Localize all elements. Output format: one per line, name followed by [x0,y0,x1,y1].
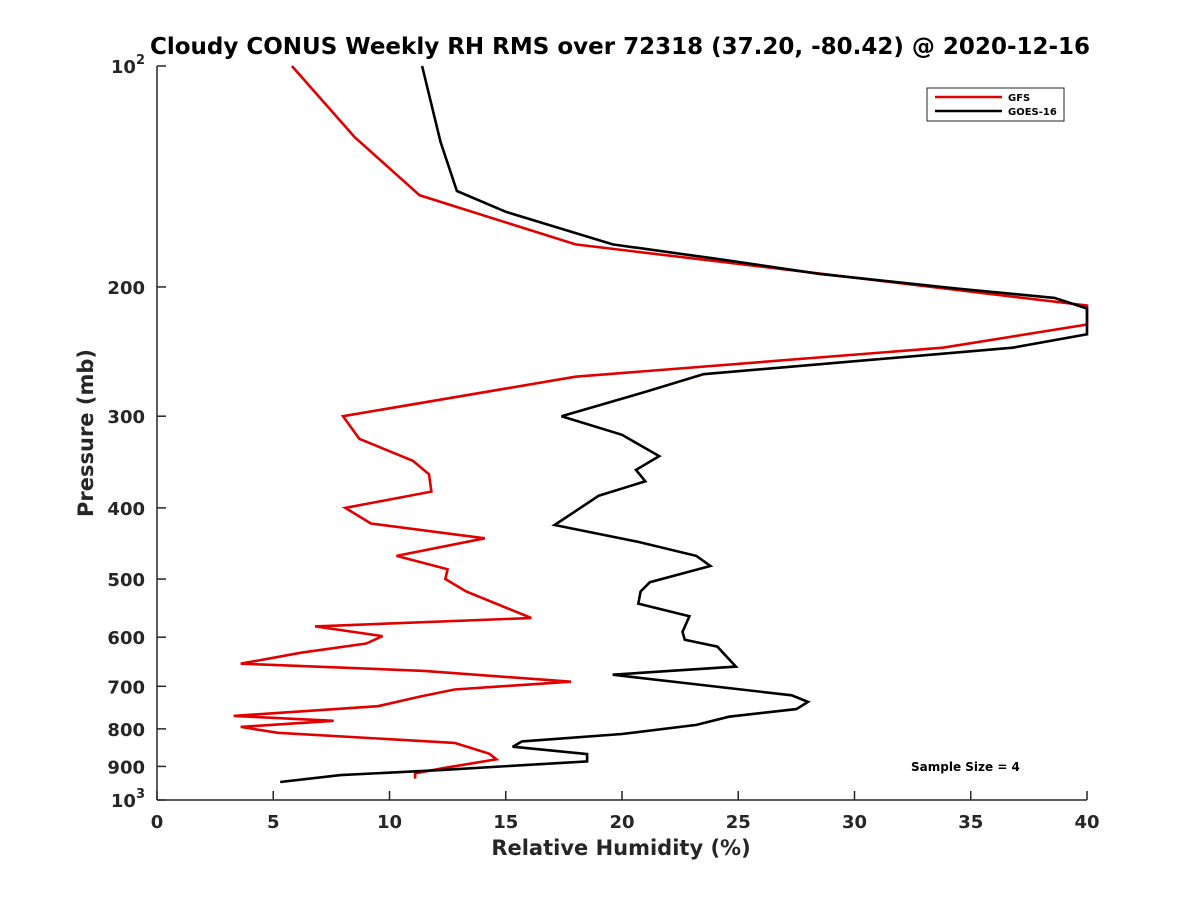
y-tick-label: 500 [107,570,145,591]
x-tick-label: 20 [609,812,634,833]
plot-area: 0 5 10 15 20 25 30 35 40 102 200 300 400 500 600 700 800… [107,53,1099,833]
x-axis-label: Relative Humidity (%) [491,836,750,860]
y-axis-label: Pressure (mb) [74,349,98,517]
y-tick-label: 600 [107,628,145,649]
series-line-goes-16 [280,65,1089,784]
y-tick-label: 900 [107,757,145,778]
y-tick-label: 103 [111,787,145,812]
chart-title: Cloudy CONUS Weekly RH RMS over 72318 (3… [150,34,1090,60]
x-tick-label: 0 [151,812,164,833]
series-layer [233,65,1089,784]
x-tick-label: 25 [726,812,751,833]
x-tick-label: 5 [267,812,280,833]
y-tick-label: 200 [107,278,145,299]
y-tick-label: 700 [107,677,145,698]
legend-label-gfs: GFS [1008,93,1030,104]
x-tick-label: 10 [377,812,402,833]
y-tick-label: 300 [107,407,145,428]
x-tick-label: 30 [842,812,867,833]
y-tick-label: 400 [107,499,145,520]
series-line-gfs [233,65,1089,779]
legend-box [926,87,1065,122]
sample-size-annotation: Sample Size = 4 [911,760,1020,774]
y-tick-label: 102 [111,53,145,78]
x-tick-label: 40 [1074,812,1099,833]
x-tick-label: 15 [493,812,518,833]
legend-label-goes16: GOES-16 [1008,107,1057,118]
legend: GFS GOES-16 [926,87,1065,122]
ticks-layer: 0 5 10 15 20 25 30 35 40 102 200 300 400 500 600 700 800… [107,53,1099,833]
x-tick-label: 35 [958,812,983,833]
y-tick-label: 800 [107,720,145,741]
